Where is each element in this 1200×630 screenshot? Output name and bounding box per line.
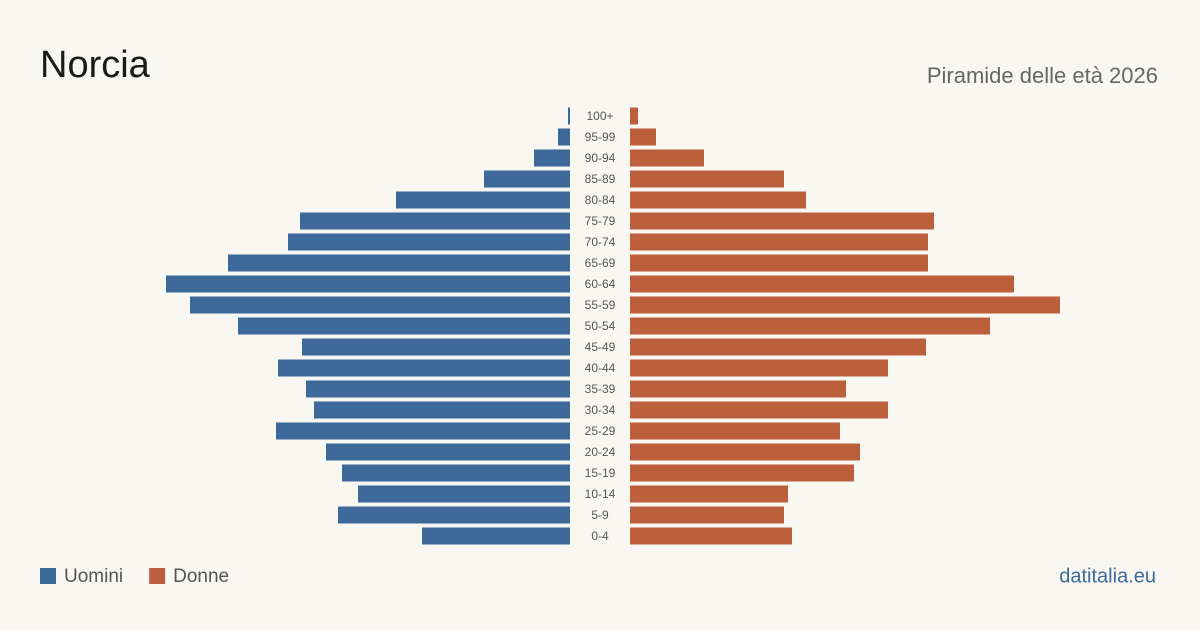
bar — [630, 485, 788, 503]
bar — [630, 191, 806, 209]
category-label: 70-74 — [585, 235, 616, 249]
legend-swatch — [40, 568, 56, 584]
category-label: 95-99 — [585, 130, 616, 144]
category-label: 15-19 — [585, 466, 616, 480]
category-label: 60-64 — [585, 277, 616, 291]
bar — [630, 338, 926, 356]
bar — [288, 233, 570, 251]
bar — [630, 443, 860, 461]
bar — [314, 401, 570, 419]
category-label: 80-84 — [585, 193, 616, 207]
bar — [630, 149, 704, 167]
category-label: 45-49 — [585, 340, 616, 354]
category-label: 100+ — [586, 109, 613, 123]
bar — [630, 359, 888, 377]
bar — [630, 296, 1060, 314]
bar — [558, 128, 570, 146]
bar — [630, 128, 656, 146]
bar — [338, 506, 570, 524]
bar — [630, 527, 792, 545]
bar — [630, 254, 928, 272]
category-label: 50-54 — [585, 319, 616, 333]
category-label: 55-59 — [585, 298, 616, 312]
bar — [342, 464, 570, 482]
category-label: 10-14 — [585, 487, 616, 501]
bar — [630, 464, 854, 482]
bar — [396, 191, 570, 209]
legend-label: Uomini — [64, 566, 123, 587]
category-label: 90-94 — [585, 151, 616, 165]
category-label: 40-44 — [585, 361, 616, 375]
category-label: 85-89 — [585, 172, 616, 186]
bar — [630, 212, 934, 230]
category-label: 30-34 — [585, 403, 616, 417]
bar — [166, 275, 570, 293]
bar — [630, 380, 846, 398]
bar — [630, 317, 990, 335]
chart-title: Norcia — [40, 44, 151, 86]
source: datitalia.eu — [1059, 565, 1156, 587]
bar — [534, 149, 570, 167]
category-label: 35-39 — [585, 382, 616, 396]
bar — [228, 254, 570, 272]
bar — [630, 170, 784, 188]
bar — [276, 422, 570, 440]
legend-label: Donne — [173, 566, 229, 587]
category-label: 0-4 — [591, 529, 609, 543]
category-label: 5-9 — [591, 508, 609, 522]
bar — [630, 506, 784, 524]
bar — [568, 107, 570, 125]
category-label: 20-24 — [585, 445, 616, 459]
bar — [422, 527, 570, 545]
chart-subtitle: Piramide delle età 2026 — [927, 63, 1158, 88]
category-label: 65-69 — [585, 256, 616, 270]
bar — [326, 443, 570, 461]
bar — [630, 401, 888, 419]
bar — [190, 296, 570, 314]
category-label: 75-79 — [585, 214, 616, 228]
bar — [630, 107, 638, 125]
bar — [302, 338, 570, 356]
bar — [278, 359, 570, 377]
bar — [484, 170, 570, 188]
bar — [306, 380, 570, 398]
bar — [358, 485, 570, 503]
bar — [238, 317, 570, 335]
bar — [630, 275, 1014, 293]
bar — [630, 233, 928, 251]
legend-swatch — [149, 568, 166, 584]
category-label: 25-29 — [585, 424, 616, 438]
bar — [630, 422, 840, 440]
bar — [300, 212, 570, 230]
